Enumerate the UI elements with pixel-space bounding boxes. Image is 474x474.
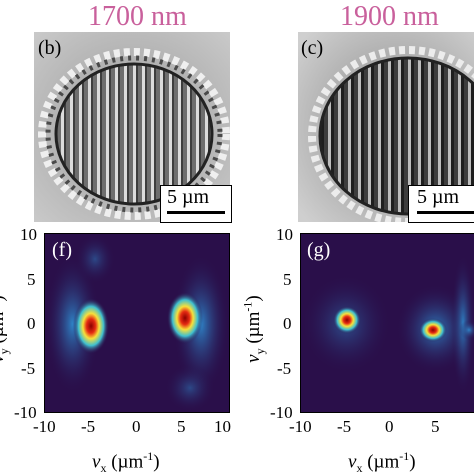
fft-map-g [300, 233, 474, 413]
panel-label-c: (c) [301, 37, 324, 59]
sem-image-b [34, 32, 230, 222]
panel-label-b: (b) [38, 37, 62, 59]
x-tick-g-5: 5 [431, 417, 440, 436]
y-tick-f-10: 10 [20, 225, 37, 244]
x-tick-f-neg5: -5 [81, 417, 96, 436]
x-tick-g-neg5: -5 [337, 417, 352, 436]
y-tick-g-5: 5 [283, 270, 292, 289]
y-tick-f-5: 5 [27, 270, 36, 289]
scale-bar-line-c [417, 211, 474, 214]
x-axis-label-f: vx (µm-1) [92, 449, 160, 474]
scale-bar-label-b: 5 µm [167, 186, 210, 208]
scale-bar-c: 5 µm [408, 185, 474, 223]
column-title-1900: 1900 nm [340, 1, 439, 32]
x-tick-f-10: 10 [214, 417, 231, 436]
x-tick-g-0: 0 [385, 417, 394, 436]
scale-bar-line-b [167, 211, 225, 214]
x-axis-label-g: vx (µm-1) [348, 449, 416, 474]
y-tick-g-neg10: -10 [270, 403, 293, 422]
column-title-1700: 1700 nm [88, 1, 187, 32]
y-tick-f-0: 0 [27, 314, 36, 333]
y-tick-f-neg5: -5 [21, 359, 36, 378]
panel-label-f: (f) [52, 239, 72, 261]
y-axis-label-f: vy (µm-1) [0, 295, 11, 363]
y-tick-g-10: 10 [276, 225, 293, 244]
x-tick-f-5: 5 [177, 417, 186, 436]
panel-label-g: (g) [307, 239, 331, 261]
y-tick-g-neg5: -5 [277, 359, 292, 378]
scale-bar-label-c: 5 µm [417, 186, 460, 208]
scale-bar-b: 5 µm [160, 185, 232, 223]
x-tick-f-neg10: -10 [33, 417, 56, 436]
y-tick-f-neg10: -10 [14, 403, 37, 422]
y-tick-g-0: 0 [283, 314, 292, 333]
y-axis-label-g: vy (µm-1) [240, 295, 267, 363]
x-tick-g-neg10: -10 [289, 417, 312, 436]
x-tick-f-0: 0 [132, 417, 141, 436]
fft-map-f [44, 233, 230, 413]
